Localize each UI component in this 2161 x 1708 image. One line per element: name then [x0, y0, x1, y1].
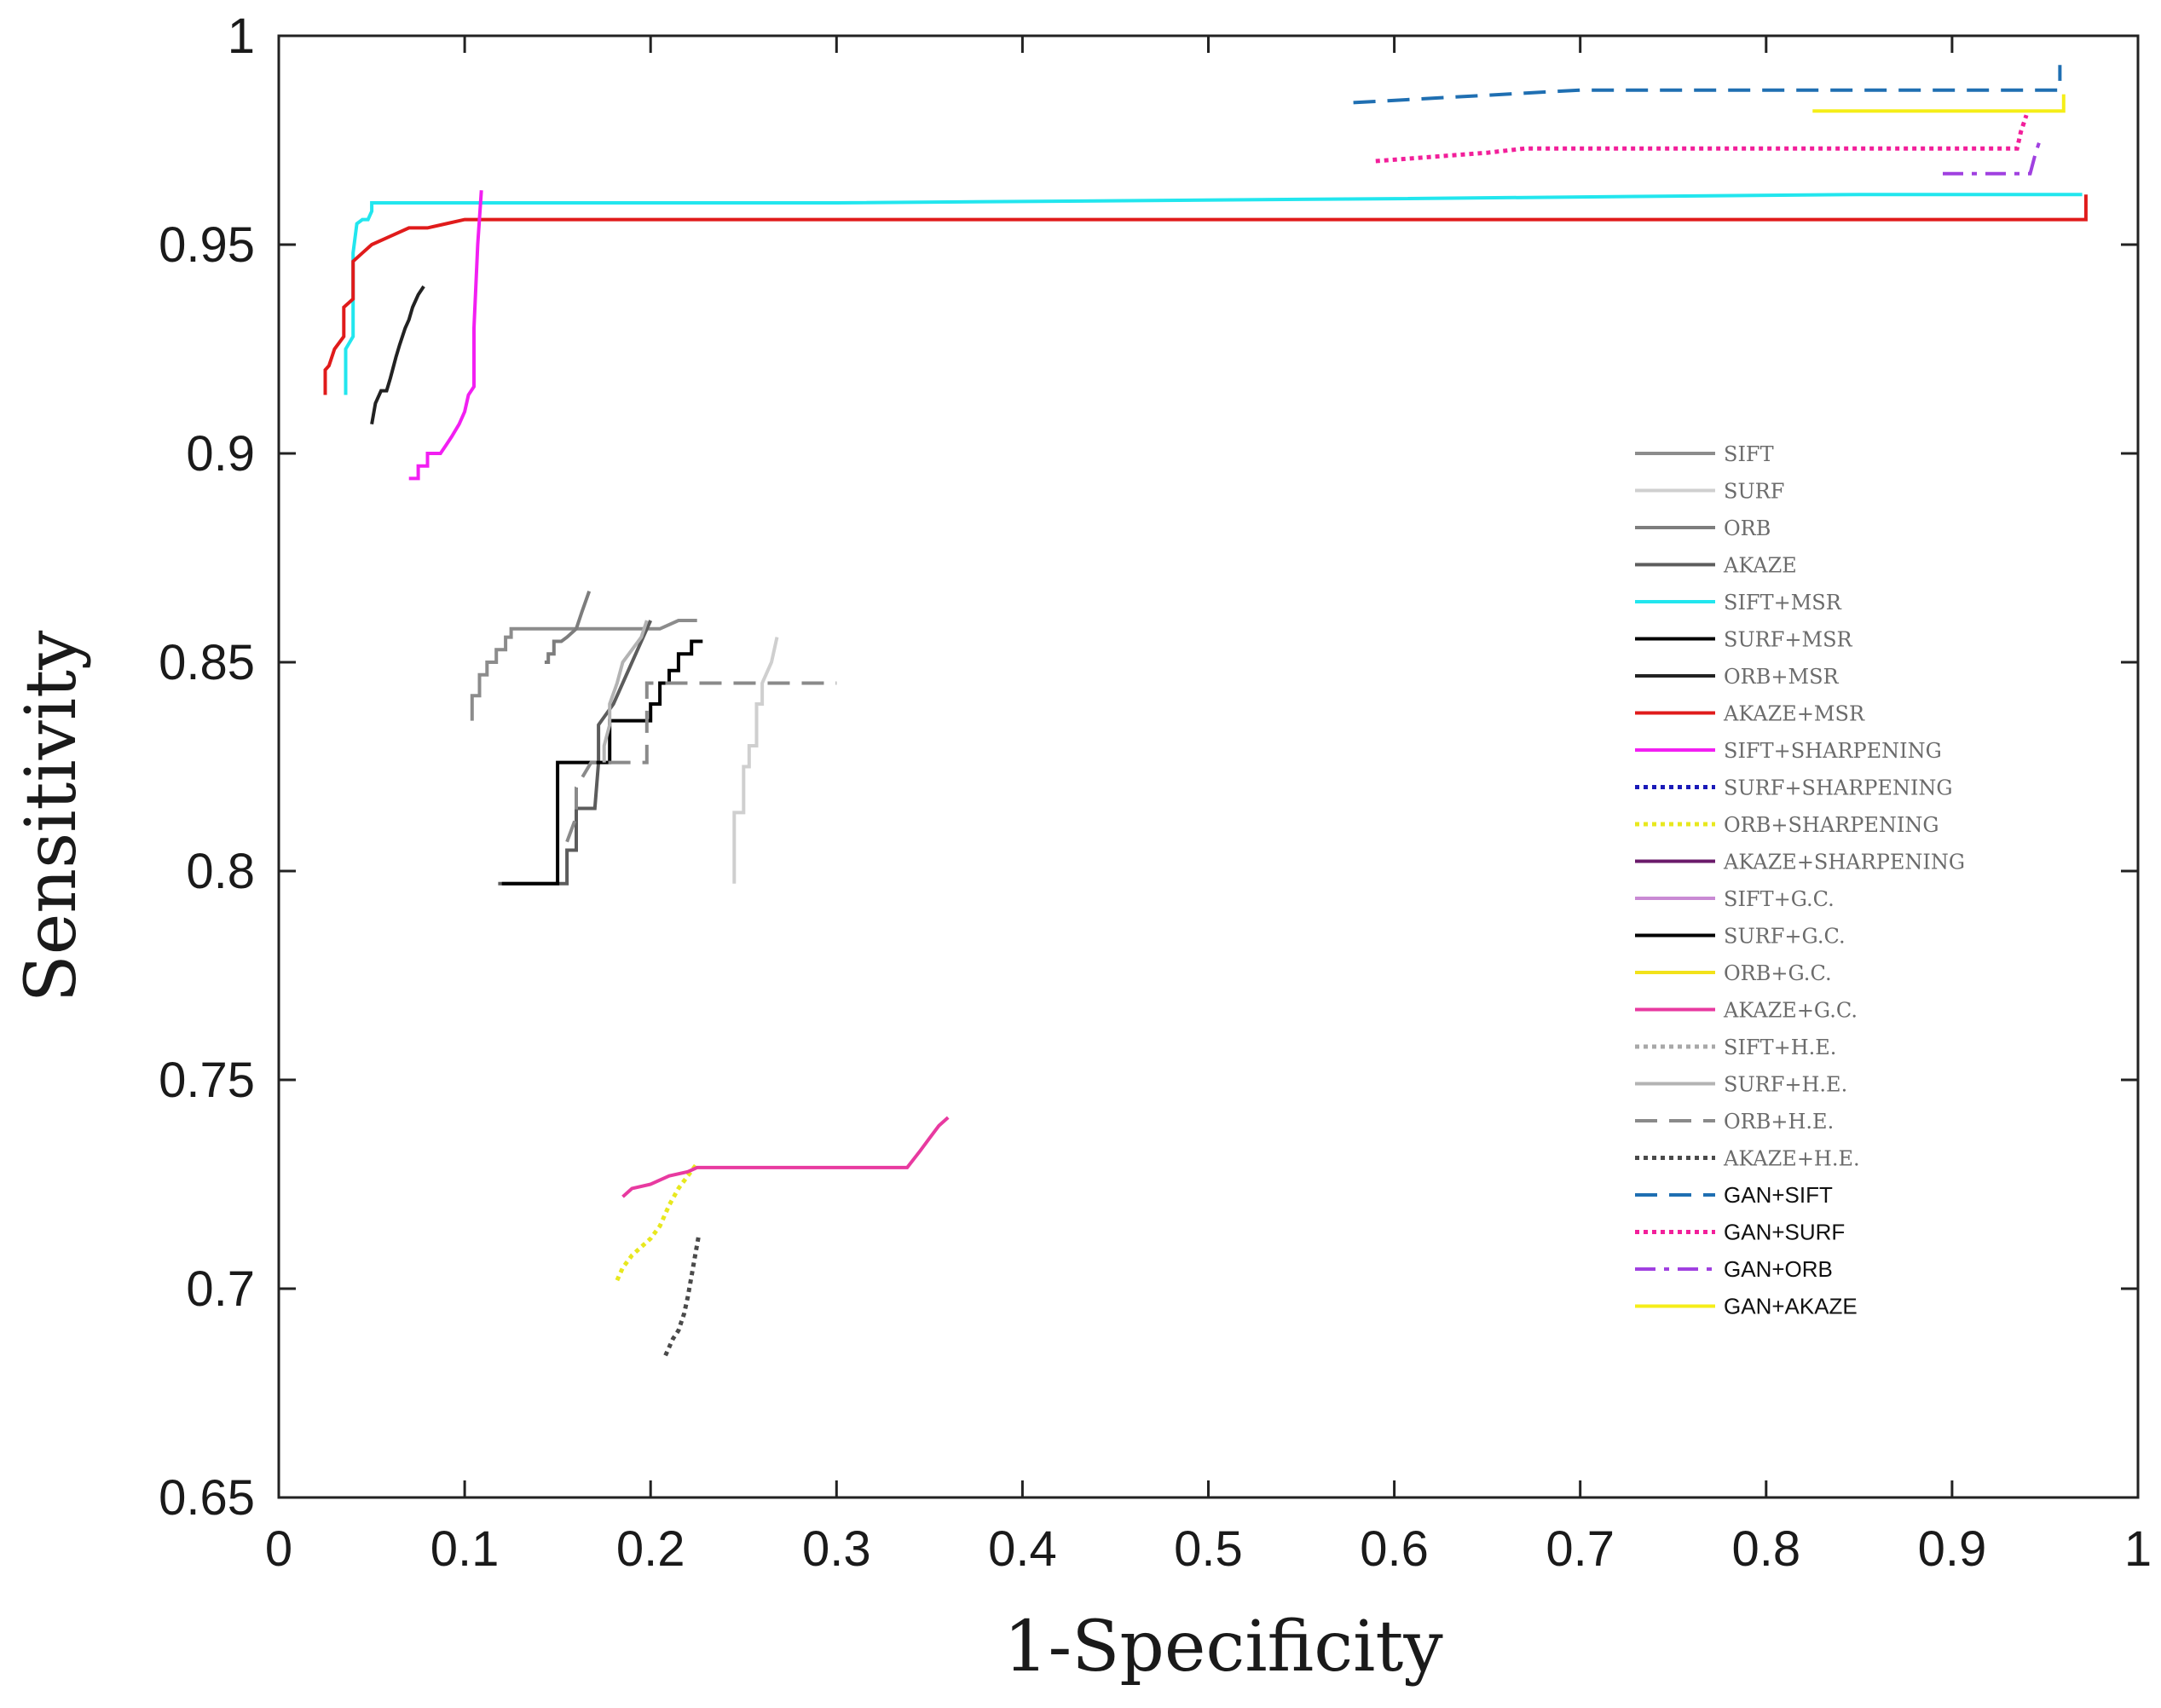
x-tick-label: 0.4 [988, 1521, 1057, 1577]
series-gan-orb-line [1943, 135, 2043, 176]
y-tick-label: 0.85 [159, 635, 255, 690]
legend: SIFT SURF ORB AKAZE SIFT+MSR SURF+MSR ORB+MSR A… [1635, 442, 1965, 1319]
series-orb-h-e-line [565, 681, 837, 843]
legend-label-akaze-sharpening: AKAZE+SHARPENING [1723, 851, 1965, 874]
legend-label-orb-g-c: ORB+G.C. [1724, 961, 1832, 985]
legend-label-gan-surf: GAN+SURF [1724, 1220, 1845, 1245]
x-tick-label: 0.7 [1546, 1521, 1615, 1577]
series-sift-sharpening-line [408, 190, 483, 481]
series-gan-surf-line [1375, 114, 2029, 164]
series-surf-h-e-line [602, 620, 649, 763]
x-tick-label: 0.9 [1918, 1521, 1987, 1577]
y-tick-label: 0.7 [186, 1261, 255, 1317]
legend-label-sift-h-e: SIFT+H.E. [1724, 1036, 1836, 1059]
legend-label-gan-akaze: GAN+AKAZE [1724, 1294, 1858, 1319]
x-tick-label: 0.3 [802, 1521, 871, 1577]
legend-label-orb-msr: ORB+MSR [1724, 665, 1840, 689]
x-tick-label: 0.2 [616, 1521, 685, 1577]
legend-label-orb-sharpening: ORB+SHARPENING [1724, 813, 1939, 837]
y-tick-label: 0.8 [186, 844, 255, 899]
y-axis-label: Sensitivity [11, 630, 92, 1003]
legend-label-gan-orb: GAN+ORB [1724, 1256, 1833, 1282]
series-gan-akaze-line [1812, 94, 2066, 113]
x-axis-label: 1-Specificity [1003, 1607, 1443, 1688]
legend-label-surf: SURF [1724, 480, 1784, 504]
legend-label-sift-msr: SIFT+MSR [1724, 591, 1842, 615]
legend-label-akaze-g-c: AKAZE+G.C. [1723, 999, 1858, 1023]
series-orb-line [544, 591, 592, 664]
series-orb-sharpening-line [615, 1162, 699, 1282]
legend-label-akaze-h-e: AKAZE+H.E. [1723, 1147, 1860, 1171]
legend-label-orb-h-e: ORB+H.E. [1724, 1110, 1834, 1134]
series-akaze-line [498, 620, 653, 886]
legend-label-sift-sharpening: SIFT+SHARPENING [1724, 739, 1942, 763]
legend-label-sift: SIFT [1724, 442, 1774, 466]
legend-label-akaze: AKAZE [1723, 554, 1797, 578]
x-tick-label: 0.6 [1360, 1521, 1429, 1577]
y-tick-label: 0.9 [186, 426, 255, 482]
legend-label-surf-sharpening: SURF+SHARPENING [1724, 776, 1953, 800]
axes-layer: 0 0.1 0.2 0.3 0.4 0.5 0.6 0.7 0.8 0.9 1 0.65 0.7 0.75… [159, 9, 2152, 1577]
series-sift-line [470, 619, 697, 721]
legend-label-akaze-msr: AKAZE+MSR [1723, 702, 1865, 726]
x-tick-label: 0.8 [1731, 1521, 1800, 1577]
series-akaze-h-e-line [663, 1233, 702, 1357]
series-surf-line [732, 637, 779, 884]
series-akaze-g-c-line [621, 1116, 950, 1198]
y-tick-label: 1 [228, 9, 255, 64]
legend-label-gan-sift: GAN+SIFT [1724, 1182, 1833, 1208]
series-sift-msr-line [344, 193, 2083, 395]
series-orb-msr-line [370, 285, 425, 425]
x-tick-label: 0 [265, 1521, 292, 1577]
legend-label-surf-msr: SURF+MSR [1724, 628, 1853, 652]
series-layer [323, 65, 2088, 1357]
legend-label-surf-h-e: SURF+H.E. [1724, 1073, 1847, 1097]
series-akaze-msr-line [323, 194, 2088, 395]
y-tick-label: 0.95 [159, 217, 255, 273]
x-tick-label: 0.1 [430, 1521, 500, 1577]
legend-label-surf-g-c: SURF+G.C. [1724, 925, 1846, 949]
x-tick-label: 1 [2124, 1521, 2152, 1577]
x-tick-label: 0.5 [1174, 1521, 1243, 1577]
y-tick-label: 0.75 [159, 1053, 255, 1108]
legend-label-sift-g-c: SIFT+G.C. [1724, 887, 1835, 911]
series-gan-sift-line [1353, 65, 2062, 105]
series-surf-msr-line [501, 639, 703, 886]
y-tick-label: 0.65 [159, 1470, 255, 1526]
legend-label-orb: ORB [1724, 516, 1771, 540]
